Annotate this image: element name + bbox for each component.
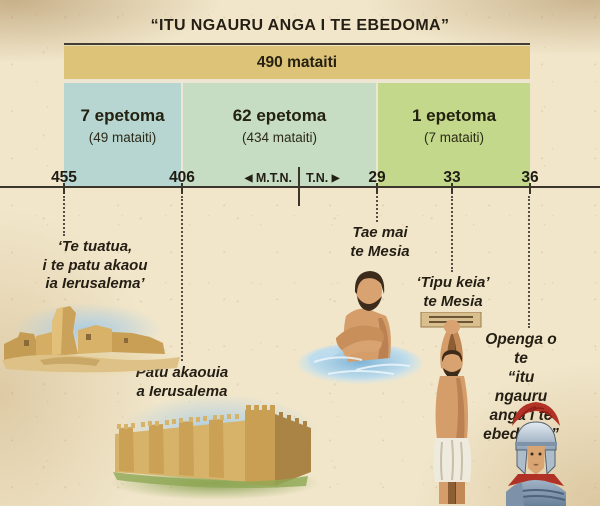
- annotation-messiah-arrives: Tae mai te Mesia: [350, 224, 410, 260]
- date-455: 455: [51, 169, 77, 186]
- week-segments-row: 7 epetoma (49 mataiti) 62 epetoma (434 m…: [64, 83, 530, 187]
- city-walls: [113, 405, 311, 488]
- face: [527, 446, 545, 475]
- tick-455: [63, 183, 65, 194]
- tick-406: [181, 183, 183, 194]
- annotation-decree: ‘Te tuatua, i te patu akaou ia Ierusalem…: [42, 238, 148, 292]
- tick-29: [376, 183, 378, 194]
- page-title: “ITU NGAURU ANGA I TE EBEDOMA”: [150, 17, 450, 34]
- jesus-figure: [433, 320, 472, 504]
- tick-33: [451, 183, 453, 194]
- segment-1-week: 1 epetoma (7 mataiti): [378, 83, 530, 187]
- segment-sublabel: (49 mataiti): [88, 130, 157, 145]
- era-ce-label: T.N. ▶: [306, 171, 376, 185]
- leader-line-36: [528, 196, 530, 328]
- jesus-figure: [336, 271, 391, 362]
- segment-sublabel: (7 mataiti): [423, 130, 484, 145]
- era-bce-text: M.T.N.: [255, 171, 292, 185]
- leader-line-406: [181, 196, 183, 361]
- annotation-messiah-cut-off: ‘Tipu keia’ te Mesia: [416, 274, 490, 310]
- segment-7-weeks: 7 epetoma (49 mataiti): [64, 83, 181, 187]
- segment-62-weeks: 62 epetoma (434 mataiti): [183, 83, 376, 187]
- segment-label: 1 epetoma: [411, 106, 497, 125]
- segment-sublabel: (434 mataiti): [241, 130, 318, 145]
- segment-label: 62 epetoma: [232, 106, 327, 125]
- era-ce-text: T.N.: [306, 171, 329, 185]
- water-splash: [308, 349, 340, 364]
- timeline-bands: 490 mataiti 7 epetoma (49 mataiti) 62 ep…: [64, 46, 530, 187]
- armor: [506, 480, 566, 506]
- jesus-on-stake-illustration: [420, 312, 482, 504]
- date-33: 33: [443, 169, 461, 186]
- leader-line-33: [451, 196, 453, 272]
- helmet: [515, 421, 557, 476]
- title-rule: [64, 43, 530, 45]
- rebuilt-walls-illustration: [110, 394, 320, 500]
- era-divider-line: [298, 167, 300, 206]
- date-36: 36: [521, 169, 539, 186]
- tick-36: [529, 183, 531, 194]
- date-29: 29: [368, 169, 386, 186]
- segment-label: 7 epetoma: [80, 106, 165, 125]
- era-bce-label: ◀ M.T.N.: [222, 171, 292, 185]
- water-foam: [313, 356, 411, 375]
- roman-soldier-illustration: [506, 402, 566, 506]
- right-arrow-icon: ▶: [331, 173, 340, 184]
- plume: [512, 402, 560, 426]
- total-years-band: 490 mataiti: [64, 46, 530, 79]
- ruined-walls: [2, 306, 180, 373]
- jesus-baptism-illustration: [298, 271, 422, 385]
- left-arrow-icon: ◀: [244, 173, 253, 184]
- leader-line-455: [63, 196, 65, 236]
- leader-line-29: [376, 196, 378, 222]
- date-406: 406: [169, 169, 195, 186]
- timeline-axis: [0, 186, 600, 188]
- jerusalem-ruins-illustration: [0, 303, 180, 378]
